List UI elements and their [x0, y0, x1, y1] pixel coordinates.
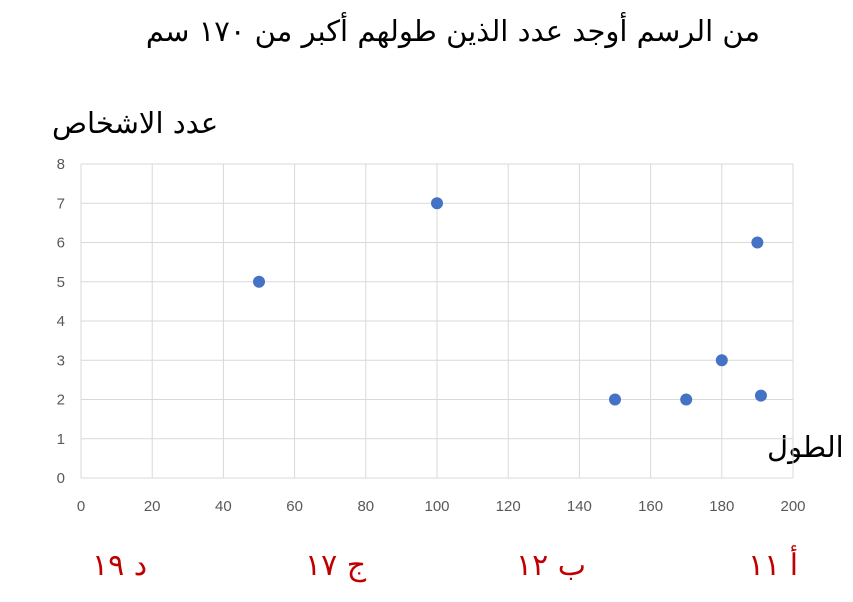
y-tick-label: 1 [57, 431, 65, 448]
x-tick-label: 80 [357, 498, 374, 515]
data-point [751, 236, 764, 249]
x-tick-label: 120 [496, 498, 521, 515]
x-tick-label: 0 [77, 498, 85, 515]
data-point [754, 389, 767, 402]
x-tick-label: 200 [780, 498, 805, 515]
answer-choices: أ ١١ ب ١٢ ج ١٧ د ١٩ [0, 548, 853, 588]
choice-a[interactable]: أ ١١ [748, 548, 799, 583]
choice-d[interactable]: د ١٩ [92, 548, 148, 583]
x-tick-label: 160 [638, 498, 663, 515]
x-tick-label: 20 [144, 498, 161, 515]
y-tick-label: 5 [57, 274, 65, 291]
grid-lines [80, 163, 794, 479]
data-point [715, 354, 728, 367]
question-text: من الرسم أوجد عدد الذين طولهم أكبر من ١٧… [145, 14, 760, 48]
y-tick-label: 4 [57, 313, 65, 330]
data-point [431, 197, 443, 210]
y-axis-label: عدد الاشخاص [52, 106, 219, 140]
choice-c[interactable]: ج ١٧ [305, 548, 367, 583]
x-tick-label: 140 [567, 498, 592, 515]
data-point [680, 393, 693, 406]
data-point [609, 393, 621, 406]
x-tick-label: 100 [424, 498, 449, 515]
y-tick-label: 3 [57, 352, 65, 369]
y-tick-label: 6 [57, 235, 65, 252]
data-points [253, 197, 767, 406]
choice-b[interactable]: ب ١٢ [516, 548, 587, 583]
y-tick-label: 8 [57, 156, 65, 173]
x-axis-label: الطول [767, 430, 844, 464]
y-tick-label: 2 [57, 392, 65, 409]
data-point [253, 275, 265, 288]
x-tick-label: 60 [286, 498, 303, 515]
x-tick-label: 40 [215, 498, 232, 515]
y-tick-label: 0 [57, 470, 65, 487]
y-tick-label: 7 [57, 195, 65, 212]
x-tick-label: 180 [709, 498, 734, 515]
